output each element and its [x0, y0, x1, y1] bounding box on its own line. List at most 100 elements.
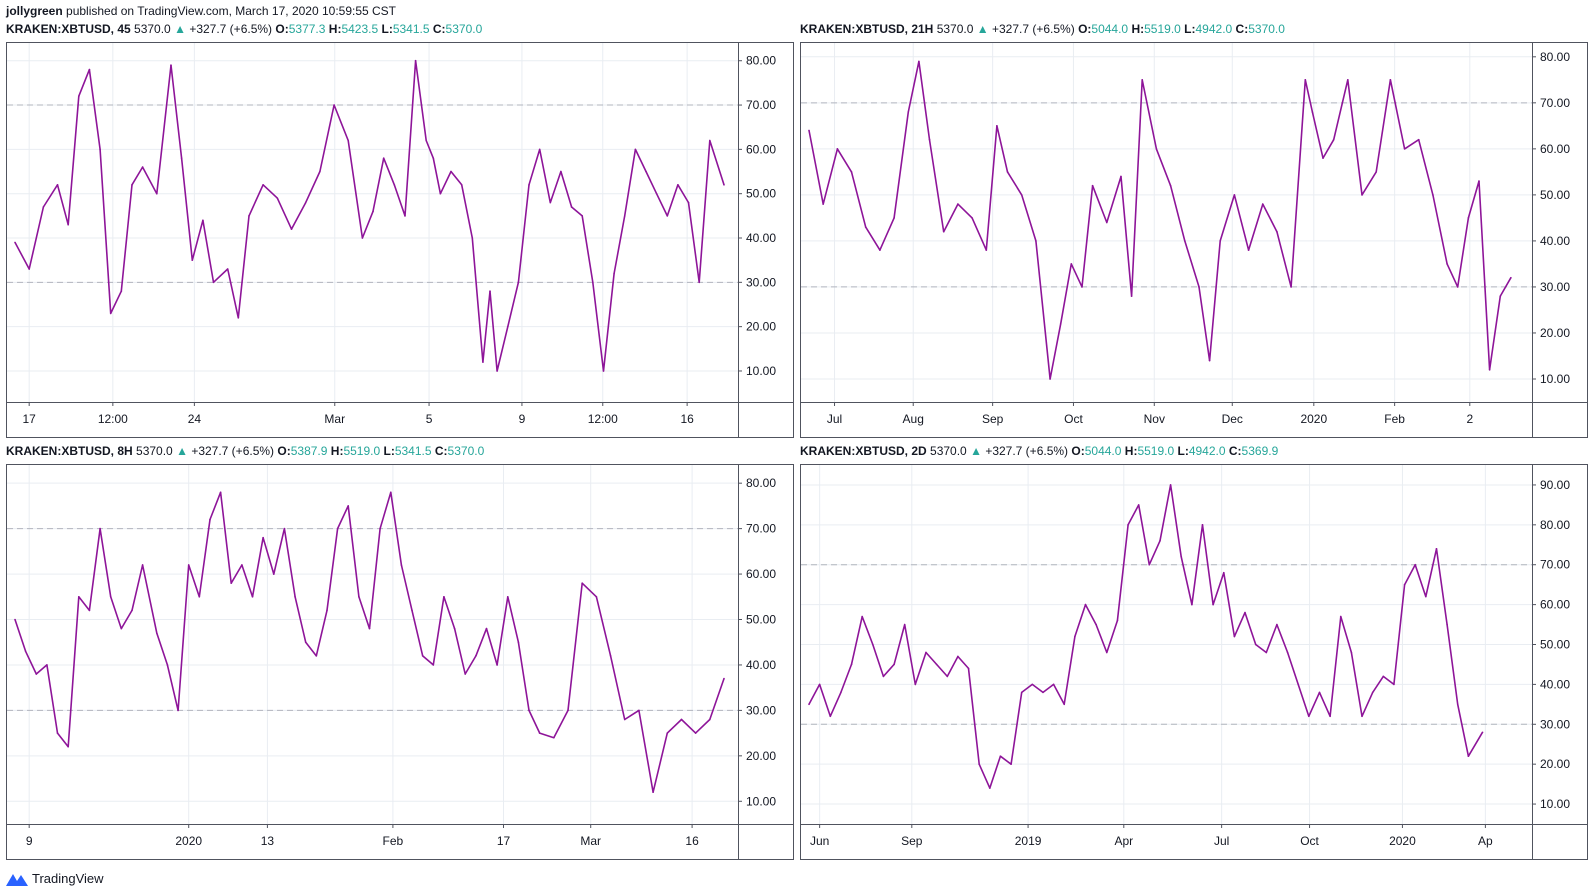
rsi-point	[861, 615, 863, 618]
rsi-point	[347, 505, 350, 507]
rsi-point	[581, 215, 583, 217]
rsi-point	[372, 210, 374, 213]
rsi-point	[24, 650, 27, 653]
chart-frame	[800, 464, 1588, 860]
rsi-point	[1180, 555, 1183, 558]
rsi-point	[1456, 703, 1459, 706]
rsi-point	[120, 627, 123, 630]
x-tick-label: Aug	[903, 412, 924, 426]
rsi-point	[432, 664, 435, 666]
rsi-point	[1063, 703, 1066, 706]
rsi-chart-21h[interactable]: 10.00 20.00 30.00 40.00 50.00 60.00 70.00 80.00…	[800, 42, 1588, 438]
up-arrow-icon: ▲	[174, 22, 186, 36]
y-tick-label: 30.00	[746, 703, 776, 717]
panel-title-4: KRAKEN:XBTUSD, 2D 5370.0 ▲ +327.7 (+6.5%…	[800, 444, 1279, 458]
rsi-point	[666, 215, 669, 217]
rsi-point	[935, 663, 938, 666]
y-tick-label: 10.00	[1540, 372, 1570, 386]
open-value: 5044.0	[1084, 444, 1122, 458]
rsi-point	[336, 527, 339, 530]
rsi-point	[829, 715, 832, 718]
rsi-point	[485, 627, 488, 630]
rsi-point	[560, 170, 562, 173]
rsi-point	[1244, 611, 1246, 614]
panel-title-3: KRAKEN:XBTUSD, 8H 5370.0 ▲ +327.7 (+6.5%…	[6, 444, 485, 458]
rsi-point	[808, 703, 810, 706]
rsi-point	[109, 312, 112, 315]
publish-info: published on TradingView.com, March 17, …	[66, 4, 397, 18]
rsi-point	[379, 527, 381, 530]
x-tick-label: 16	[680, 412, 694, 426]
rsi-point	[425, 139, 428, 142]
rsi-point	[517, 641, 520, 644]
rsi-point	[864, 226, 867, 228]
rsi-point	[389, 491, 392, 494]
rsi-point	[1074, 635, 1076, 638]
rsi-point	[333, 104, 335, 106]
rsi-point	[411, 609, 413, 612]
rsi-point	[907, 111, 910, 113]
x-tick-label: Mar	[580, 834, 601, 848]
rsi-point	[1006, 171, 1009, 173]
rsi-point	[1467, 217, 1470, 219]
y-tick-label: 50.00	[746, 187, 776, 201]
rsi-point	[290, 228, 293, 230]
x-tick-label: 24	[188, 412, 202, 426]
rsi-point	[14, 618, 16, 621]
rsi-chart-2d[interactable]: 10.00 20.00 30.00 40.00 50.00 60.00 70.00 80.00…	[800, 464, 1588, 860]
rsi-chart-45[interactable]: 10.00 20.00 30.00 40.00 50.00 60.00 70.00 80.00…	[6, 42, 794, 438]
rsi-point	[517, 281, 520, 284]
rsi-point	[475, 655, 477, 657]
rsi-point	[1105, 651, 1108, 654]
rsi-point	[1233, 194, 1236, 196]
x-tick-label: Jun	[810, 834, 829, 848]
rsi-point	[1191, 603, 1193, 606]
rsi-point	[942, 230, 945, 233]
rsi-point	[957, 655, 959, 658]
low-value: 5341.5	[394, 444, 432, 458]
rsi-point	[46, 664, 48, 666]
rsi-point	[925, 651, 927, 654]
rsi-point	[1446, 623, 1448, 626]
x-tick-label: Feb	[1384, 412, 1405, 426]
rsi-point	[1456, 286, 1459, 288]
y-tick-label: 30.00	[1540, 280, 1570, 294]
rsi-point	[1049, 378, 1051, 380]
rsi-point	[1375, 171, 1377, 173]
rsi-point	[666, 732, 669, 734]
rsi-point	[1499, 295, 1502, 297]
high-value: 5519.0	[343, 444, 381, 458]
rsi-point	[957, 203, 959, 205]
tradingview-footer[interactable]: TradingView	[6, 871, 104, 886]
y-tick-label: 50.00	[1540, 638, 1570, 652]
rsi-point	[1290, 286, 1292, 288]
rsi-point	[251, 595, 254, 598]
y-tick-label: 70.00	[746, 522, 776, 536]
rsi-point	[78, 595, 80, 598]
rsi-point	[709, 139, 711, 142]
y-tick-label: 40.00	[746, 231, 776, 245]
rsi-point	[840, 691, 842, 694]
rsi-point	[177, 709, 179, 712]
high-value: 5519.0	[1144, 22, 1181, 36]
rsi-point	[1120, 175, 1122, 178]
rsi-point	[592, 281, 594, 284]
author-name[interactable]: jollygreen	[6, 4, 63, 18]
y-tick-label: 20.00	[746, 749, 776, 763]
rsi-point	[230, 582, 233, 584]
rsi-point	[382, 157, 385, 160]
rsi-point	[14, 241, 16, 244]
rsi-point	[914, 683, 917, 686]
x-tick-label: 9	[26, 834, 33, 848]
rsi-series-line	[808, 60, 1512, 380]
y-tick-label: 20.00	[746, 320, 776, 334]
rsi-point	[918, 60, 920, 63]
rsi-point	[698, 281, 700, 284]
rsi-chart-8h[interactable]: 10.00 20.00 30.00 40.00 50.00 60.00 70.00 80.00…	[6, 464, 794, 860]
rsi-point	[99, 148, 101, 151]
rsi-point	[400, 564, 403, 566]
y-tick-label: 70.00	[746, 98, 776, 112]
rsi-point	[166, 664, 169, 666]
chart-frame	[6, 464, 794, 860]
rsi-point	[723, 184, 725, 186]
